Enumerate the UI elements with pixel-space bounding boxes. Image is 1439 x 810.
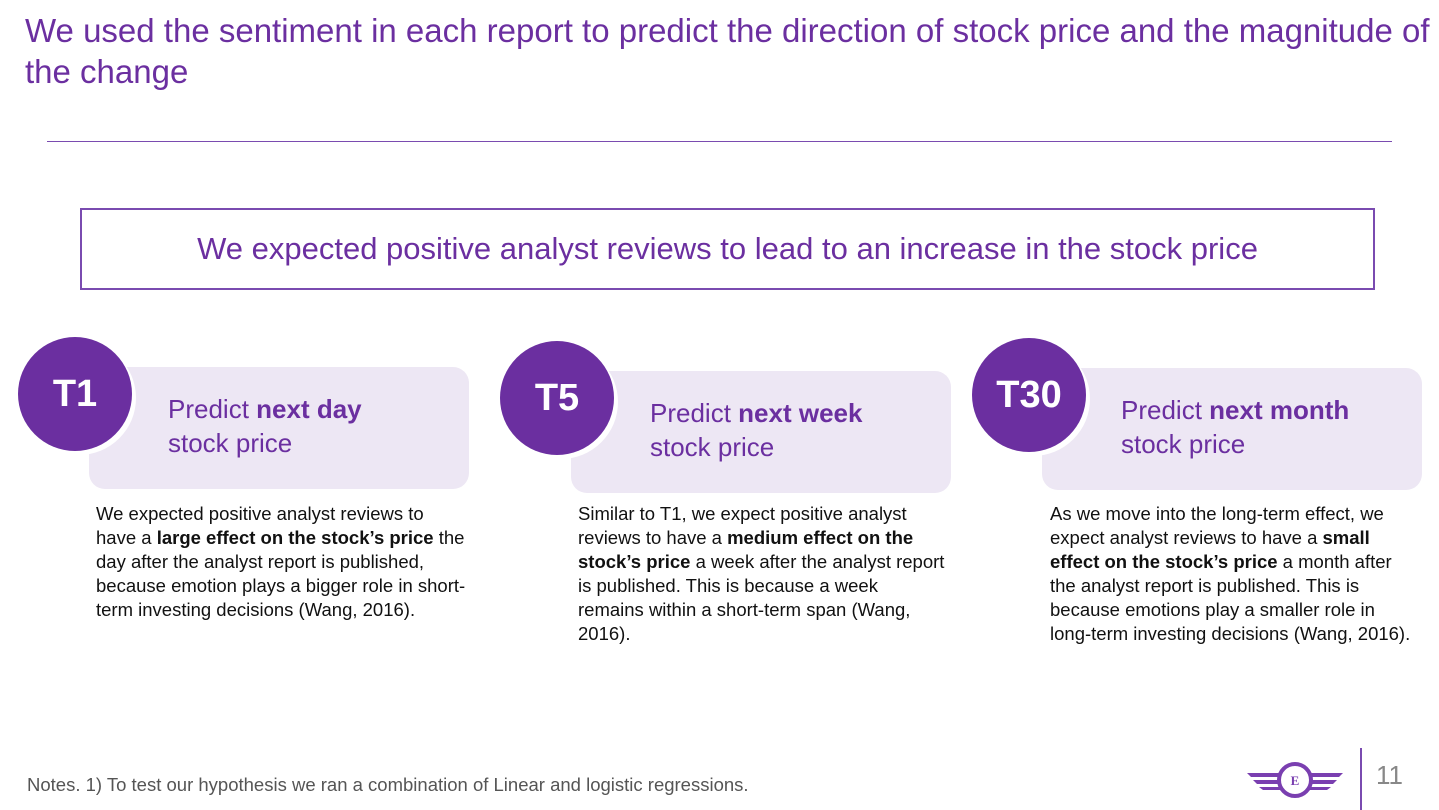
predict-label: Predict <box>1121 395 1210 425</box>
badge-label: T5 <box>534 376 580 419</box>
footnote: Notes. 1) To test our hypothesis we ran … <box>27 774 749 795</box>
badge-label: T1 <box>52 372 98 415</box>
description-text: a month after the analyst report is publ… <box>1050 551 1411 644</box>
predict-target: stock price <box>1121 429 1246 459</box>
card-t1-description: We expected positive analyst reviews to … <box>96 502 466 622</box>
card-t1 <box>89 367 469 489</box>
badge-t30: T30 <box>972 338 1086 452</box>
title-divider <box>47 141 1392 142</box>
description-text: As we move into the long-term effect, we… <box>1050 503 1384 548</box>
hypothesis-text: We expected positive analyst reviews to … <box>197 231 1258 266</box>
card-t5-predict: Predict next week stock price <box>650 396 862 464</box>
card-t5-description: Similar to T1, we expect positive analys… <box>578 502 948 646</box>
predict-label: Predict <box>650 398 739 428</box>
badge-t1: T1 <box>18 337 132 451</box>
predict-horizon: next month <box>1209 395 1350 425</box>
footer-divider <box>1360 748 1362 810</box>
page-number: 11 <box>1376 760 1403 790</box>
description-text: a week after the analyst report is publi… <box>578 551 945 644</box>
badge-label: T30 <box>996 373 1062 416</box>
card-t5 <box>571 371 951 493</box>
badge-t5: T5 <box>500 341 614 455</box>
emphasis-text: medium effect on the stock’s price <box>578 527 914 572</box>
predict-horizon: next week <box>738 398 863 428</box>
description-text: Similar to T1, we expect positive analys… <box>578 503 907 548</box>
card-t30-description: As we move into the long-term effect, we… <box>1050 502 1420 646</box>
predict-target: stock price <box>168 428 293 458</box>
emphasis-text: small effect on the stock’s price <box>1050 527 1370 572</box>
predict-target: stock price <box>650 432 775 462</box>
predict-label: Predict <box>168 394 257 424</box>
description-text: We expected positive analyst reviews to … <box>96 503 424 548</box>
slide-title: We used the sentiment in each report to … <box>25 12 1430 90</box>
card-t30 <box>1042 368 1422 490</box>
card-t1-predict: Predict next day stock price <box>168 392 362 460</box>
logo-letter: E <box>1291 773 1300 788</box>
description-text: the day after the analyst report is publ… <box>96 527 466 620</box>
predict-horizon: next day <box>256 394 362 424</box>
winged-emblem-icon: E <box>1247 762 1343 798</box>
hypothesis-box: We expected positive analyst reviews to … <box>80 208 1375 290</box>
emphasis-text: large effect on the stock’s price <box>156 527 434 548</box>
card-t30-predict: Predict next month stock price <box>1121 393 1349 461</box>
